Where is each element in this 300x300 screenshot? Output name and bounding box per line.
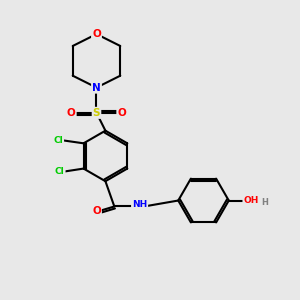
Text: S: S — [93, 108, 100, 118]
Text: H: H — [262, 197, 268, 206]
Text: NH: NH — [132, 200, 147, 209]
Text: O: O — [92, 29, 101, 39]
Text: Cl: Cl — [55, 167, 64, 176]
Text: Cl: Cl — [53, 136, 63, 145]
Text: OH: OH — [243, 196, 259, 205]
Text: O: O — [117, 108, 126, 118]
Text: N: N — [92, 82, 101, 93]
Text: O: O — [67, 108, 76, 118]
Text: O: O — [92, 206, 101, 216]
